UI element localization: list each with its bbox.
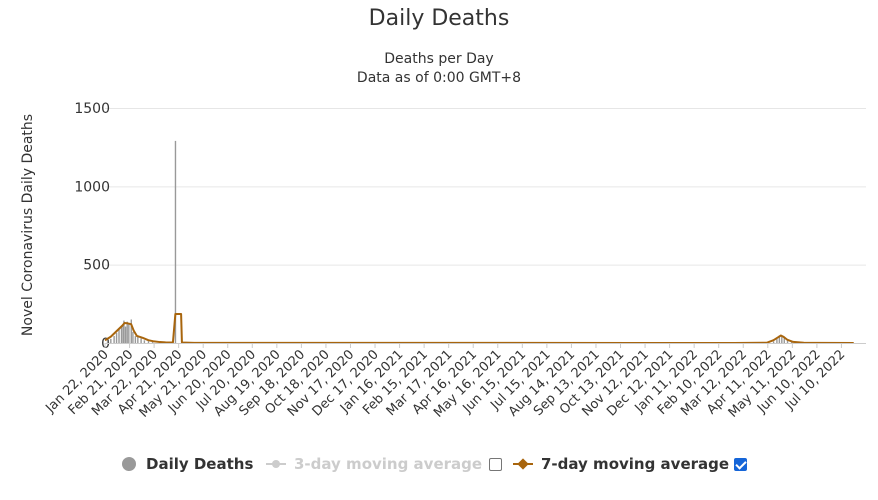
y-axis-label: Novel Coronavirus Daily Deaths: [20, 114, 36, 336]
daily-deaths-bar: [124, 326, 127, 343]
daily-deaths-bar: [776, 339, 778, 343]
daily-deaths-bar: [772, 341, 775, 343]
daily-deaths-bar: [147, 341, 150, 343]
legend-item-daily-deaths[interactable]: Daily Deaths: [122, 452, 253, 476]
daily-deaths-bar: [781, 336, 783, 343]
grid-lines: [105, 108, 866, 266]
daily-deaths-bar: [115, 332, 118, 343]
seven-day-average-path: [104, 313, 854, 344]
daily-deaths-bar: [174, 140, 177, 343]
daily-deaths-bar: [110, 338, 112, 343]
legend-marker-icon: [517, 458, 529, 470]
seven-day-average-line: [104, 313, 854, 344]
daily-deaths-bar: [126, 321, 128, 343]
daily-deaths-bar: [778, 335, 781, 343]
legend-line-icon: [266, 460, 286, 468]
daily-deaths-bar: [113, 335, 115, 343]
chart-subtitle-line-1: Deaths per Day: [384, 51, 494, 67]
legend-item-3day-average[interactable]: 3-day moving average: [266, 452, 482, 476]
legend-label-3day-average: 3-day moving average: [294, 455, 483, 473]
daily-deaths-bar: [122, 324, 124, 343]
y-tick-label: 1500: [74, 101, 110, 117]
legend-label-daily-deaths: Daily Deaths: [146, 455, 254, 473]
daily-deaths-bar: [143, 340, 146, 343]
toggle-7day-average-checkbox[interactable]: [734, 458, 747, 471]
toggle-3day-average-checkbox[interactable]: [489, 458, 502, 471]
y-tick-label: 1000: [74, 179, 110, 195]
daily-deaths-bar: [132, 331, 134, 343]
legend-dot-icon: [122, 457, 136, 471]
legend-item-7day-average[interactable]: 7-day moving average: [513, 452, 729, 476]
daily-deaths-bar: [151, 342, 154, 343]
legend-label-7day-average: 7-day moving average: [541, 455, 730, 473]
chart-title: Daily Deaths: [368, 6, 510, 31]
daily-deaths-bar: [106, 340, 109, 343]
daily-deaths-bar: [790, 342, 793, 343]
daily-deaths-bar: [137, 336, 139, 343]
daily-deaths-bar: [786, 340, 789, 343]
daily-deaths-bar: [118, 329, 120, 343]
daily-deaths-bar: [128, 324, 130, 343]
daily-deaths-bar: [120, 326, 123, 343]
daily-deaths-bar: [130, 319, 132, 343]
daily-deaths-bar: [140, 338, 142, 343]
chart-subtitle-line-2: Data as of 0:00 GMT+8: [356, 70, 522, 86]
legend-marker-icon: [272, 460, 280, 468]
daily-deaths-bar: [123, 320, 125, 343]
daily-deaths-bar: [134, 336, 137, 343]
y-tick-label: 500: [83, 258, 110, 274]
daily-deaths-bar: [783, 337, 785, 343]
legend-line-icon: [513, 458, 533, 470]
chart-legend: Daily Deaths 3-day moving average 7-day …: [0, 452, 878, 476]
daily-deaths-bars: [106, 140, 793, 343]
